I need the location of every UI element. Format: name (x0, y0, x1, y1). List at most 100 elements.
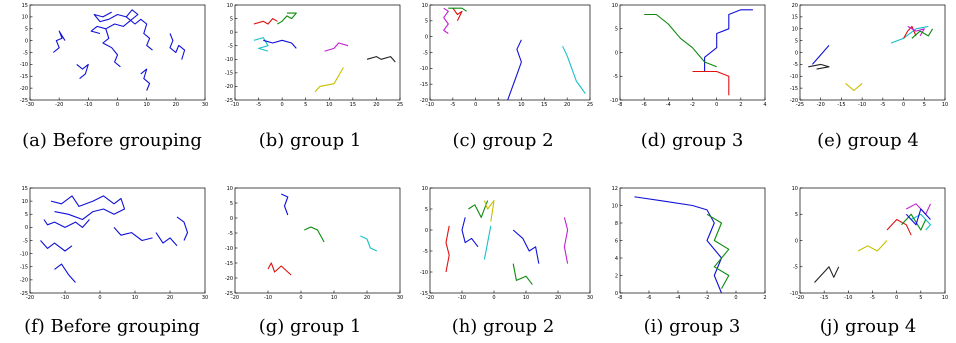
chart-panel: -20 -15 -10 -5 0 5 10 -10 -5 0 5 10 (790, 186, 948, 301)
axes-box (29, 187, 206, 294)
y-tick-label: 0 (425, 34, 428, 40)
y-tick-label: 0 (25, 38, 28, 44)
x-tick-label: 10 (518, 102, 524, 108)
plot-svg: -8 -6 -4 -2 0 2 0 2 4 6 8 10 12 (612, 186, 767, 301)
y-tick-label: -15 (420, 291, 428, 297)
y-tick-label: 10 (612, 203, 618, 209)
trajectory-line (468, 200, 489, 218)
plot-svg: -20 -10 0 10 20 30 -15 -10 -5 0 5 10 (420, 186, 593, 301)
x-tick-label: 10 (523, 295, 529, 301)
trajectory-line (140, 68, 151, 91)
chart-panel: -20 -10 0 10 20 30 -25 -20 -15 -10 -5 0 5 10 15 (20, 186, 208, 301)
trajectory-line (452, 7, 463, 22)
x-tick-label: 10 (143, 102, 149, 108)
trajectory-line (483, 225, 492, 260)
y-tick-label: -10 (20, 62, 28, 68)
y-tick-label: -10 (20, 251, 28, 257)
y-tick-label: -20 (420, 98, 428, 104)
axes-box (429, 187, 591, 294)
trajectory-line (706, 213, 730, 289)
axes-box (799, 187, 946, 294)
trajectory-line (50, 195, 126, 221)
x-tick-label: -2 (705, 295, 710, 301)
y-tick-label: 10 (792, 186, 798, 192)
y-tick-label: -10 (610, 98, 618, 104)
axes-box (619, 187, 766, 294)
x-tick-label: -8 (618, 102, 623, 108)
trajectory-line (324, 42, 349, 52)
y-tick-label: -15 (790, 86, 798, 92)
x-tick-label: -5 (450, 102, 455, 108)
x-tick-label: 0 (715, 102, 718, 108)
trajectory-line (304, 226, 325, 243)
y-tick-label: 5 (615, 27, 618, 33)
y-tick-label: 10 (227, 186, 233, 192)
y-tick-label: -25 (20, 291, 28, 297)
x-tick-label: 20 (364, 295, 370, 301)
y-tick-label: -20 (20, 278, 28, 284)
x-tick-label: -10 (84, 102, 92, 108)
y-tick-label: 15 (22, 3, 28, 9)
x-tick-label: -30 (26, 102, 34, 108)
trajectory-line (366, 56, 396, 63)
chart-panel: -20 -10 0 10 20 30 -15 -10 -5 0 5 10 (420, 186, 593, 301)
y-tick-label: 0 (795, 238, 798, 244)
trajectory-line (360, 235, 378, 252)
chart-panel: -30 -20 -10 0 10 20 30 -25 -20 -15 -10 -5 0 5 10 15 (20, 3, 208, 108)
y-tick-label: 0 (615, 291, 618, 297)
y-tick-label: -5 (23, 238, 28, 244)
trajectory-line (263, 39, 297, 49)
y-tick-label: 10 (227, 3, 233, 9)
trajectory-line (277, 12, 297, 25)
x-tick-label: 10 (331, 295, 337, 301)
x-tick-label: 30 (587, 295, 593, 301)
trajectory-line (857, 240, 888, 252)
x-tick-label: 15 (350, 102, 356, 108)
axes-box (234, 4, 401, 101)
chart-panel: -10 -5 0 5 10 15 20 25 -25 -20 -15 -10 -5 0 5 10 (225, 3, 403, 108)
y-tick-label: -25 (225, 98, 233, 104)
y-tick-label: 10 (22, 199, 28, 205)
x-tick-label: 0 (98, 295, 101, 301)
subfigure-caption: (g) group 1 (258, 316, 362, 337)
y-tick-label: -5 (228, 44, 233, 50)
x-tick-label: 0 (474, 102, 477, 108)
trajectory-line (906, 203, 932, 215)
trajectory-line (634, 196, 723, 294)
x-tick-label: -10 (264, 295, 272, 301)
y-tick-label: -10 (420, 66, 428, 72)
y-tick-label: 5 (25, 212, 28, 218)
y-tick-label: -15 (420, 82, 428, 88)
x-tick-label: 20 (167, 295, 173, 301)
x-tick-label: 5 (919, 295, 922, 301)
x-tick-label: 10 (326, 102, 332, 108)
y-tick-label: 5 (25, 27, 28, 33)
trajectory-line (54, 263, 76, 283)
x-tick-label: 10 (942, 102, 948, 108)
x-tick-label: 5 (497, 102, 500, 108)
subfigure-caption: (d) group 3 (640, 130, 744, 151)
x-tick-label: -10 (426, 102, 434, 108)
trajectory-line (280, 193, 289, 216)
x-tick-label: 30 (397, 295, 403, 301)
x-tick-label: -6 (642, 102, 647, 108)
trajectory-line (52, 30, 66, 53)
x-tick-label: -20 (817, 102, 825, 108)
y-tick-label: 0 (230, 216, 233, 222)
y-tick-label: -5 (793, 265, 798, 271)
x-tick-label: 20 (173, 102, 179, 108)
y-tick-label: -20 (225, 84, 233, 90)
x-tick-label: 0 (895, 295, 898, 301)
x-tick-label: 2 (739, 102, 742, 108)
trajectory-line (704, 9, 753, 72)
x-tick-label: 5 (304, 102, 307, 108)
x-tick-label: 30 (202, 295, 208, 301)
y-tick-label: 10 (422, 186, 428, 192)
trajectory-line (113, 227, 153, 242)
y-tick-label: -20 (225, 276, 233, 282)
subfigure-caption: (j) group 4 (819, 316, 917, 337)
trajectory-line (90, 9, 139, 35)
y-tick-label: -5 (23, 50, 28, 56)
